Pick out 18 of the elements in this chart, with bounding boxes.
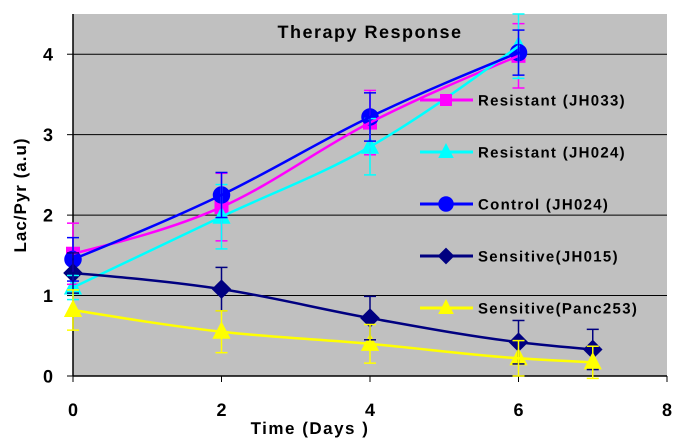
- x-tick-label: 6: [513, 400, 524, 420]
- legend-label: Resistant (JH024): [478, 144, 626, 162]
- x-tick-label: 4: [364, 400, 376, 420]
- x-axis-title: Time (Days ): [250, 419, 370, 438]
- text: Therapy Response: [277, 22, 463, 42]
- y-tick-label: 3: [42, 124, 53, 145]
- x-tick-label: 0: [68, 400, 78, 420]
- x-tick-label: 2: [216, 400, 227, 420]
- legend-label: Sensitive(Panc253): [478, 300, 638, 318]
- y-tick-label: 2: [42, 205, 53, 226]
- y-tick-label: 4: [42, 44, 53, 65]
- y-axis-title: Lac/Pyr (a.u): [11, 137, 30, 253]
- y-tick-label: 0: [42, 366, 53, 386]
- legend-label: Sensitive(JH015): [478, 248, 619, 266]
- legend-label: Resistant (JH033): [478, 92, 626, 110]
- legend-label: Control (JH024): [478, 196, 610, 214]
- x-tick-label: 8: [662, 400, 672, 420]
- y-tick-label: 1: [42, 286, 53, 306]
